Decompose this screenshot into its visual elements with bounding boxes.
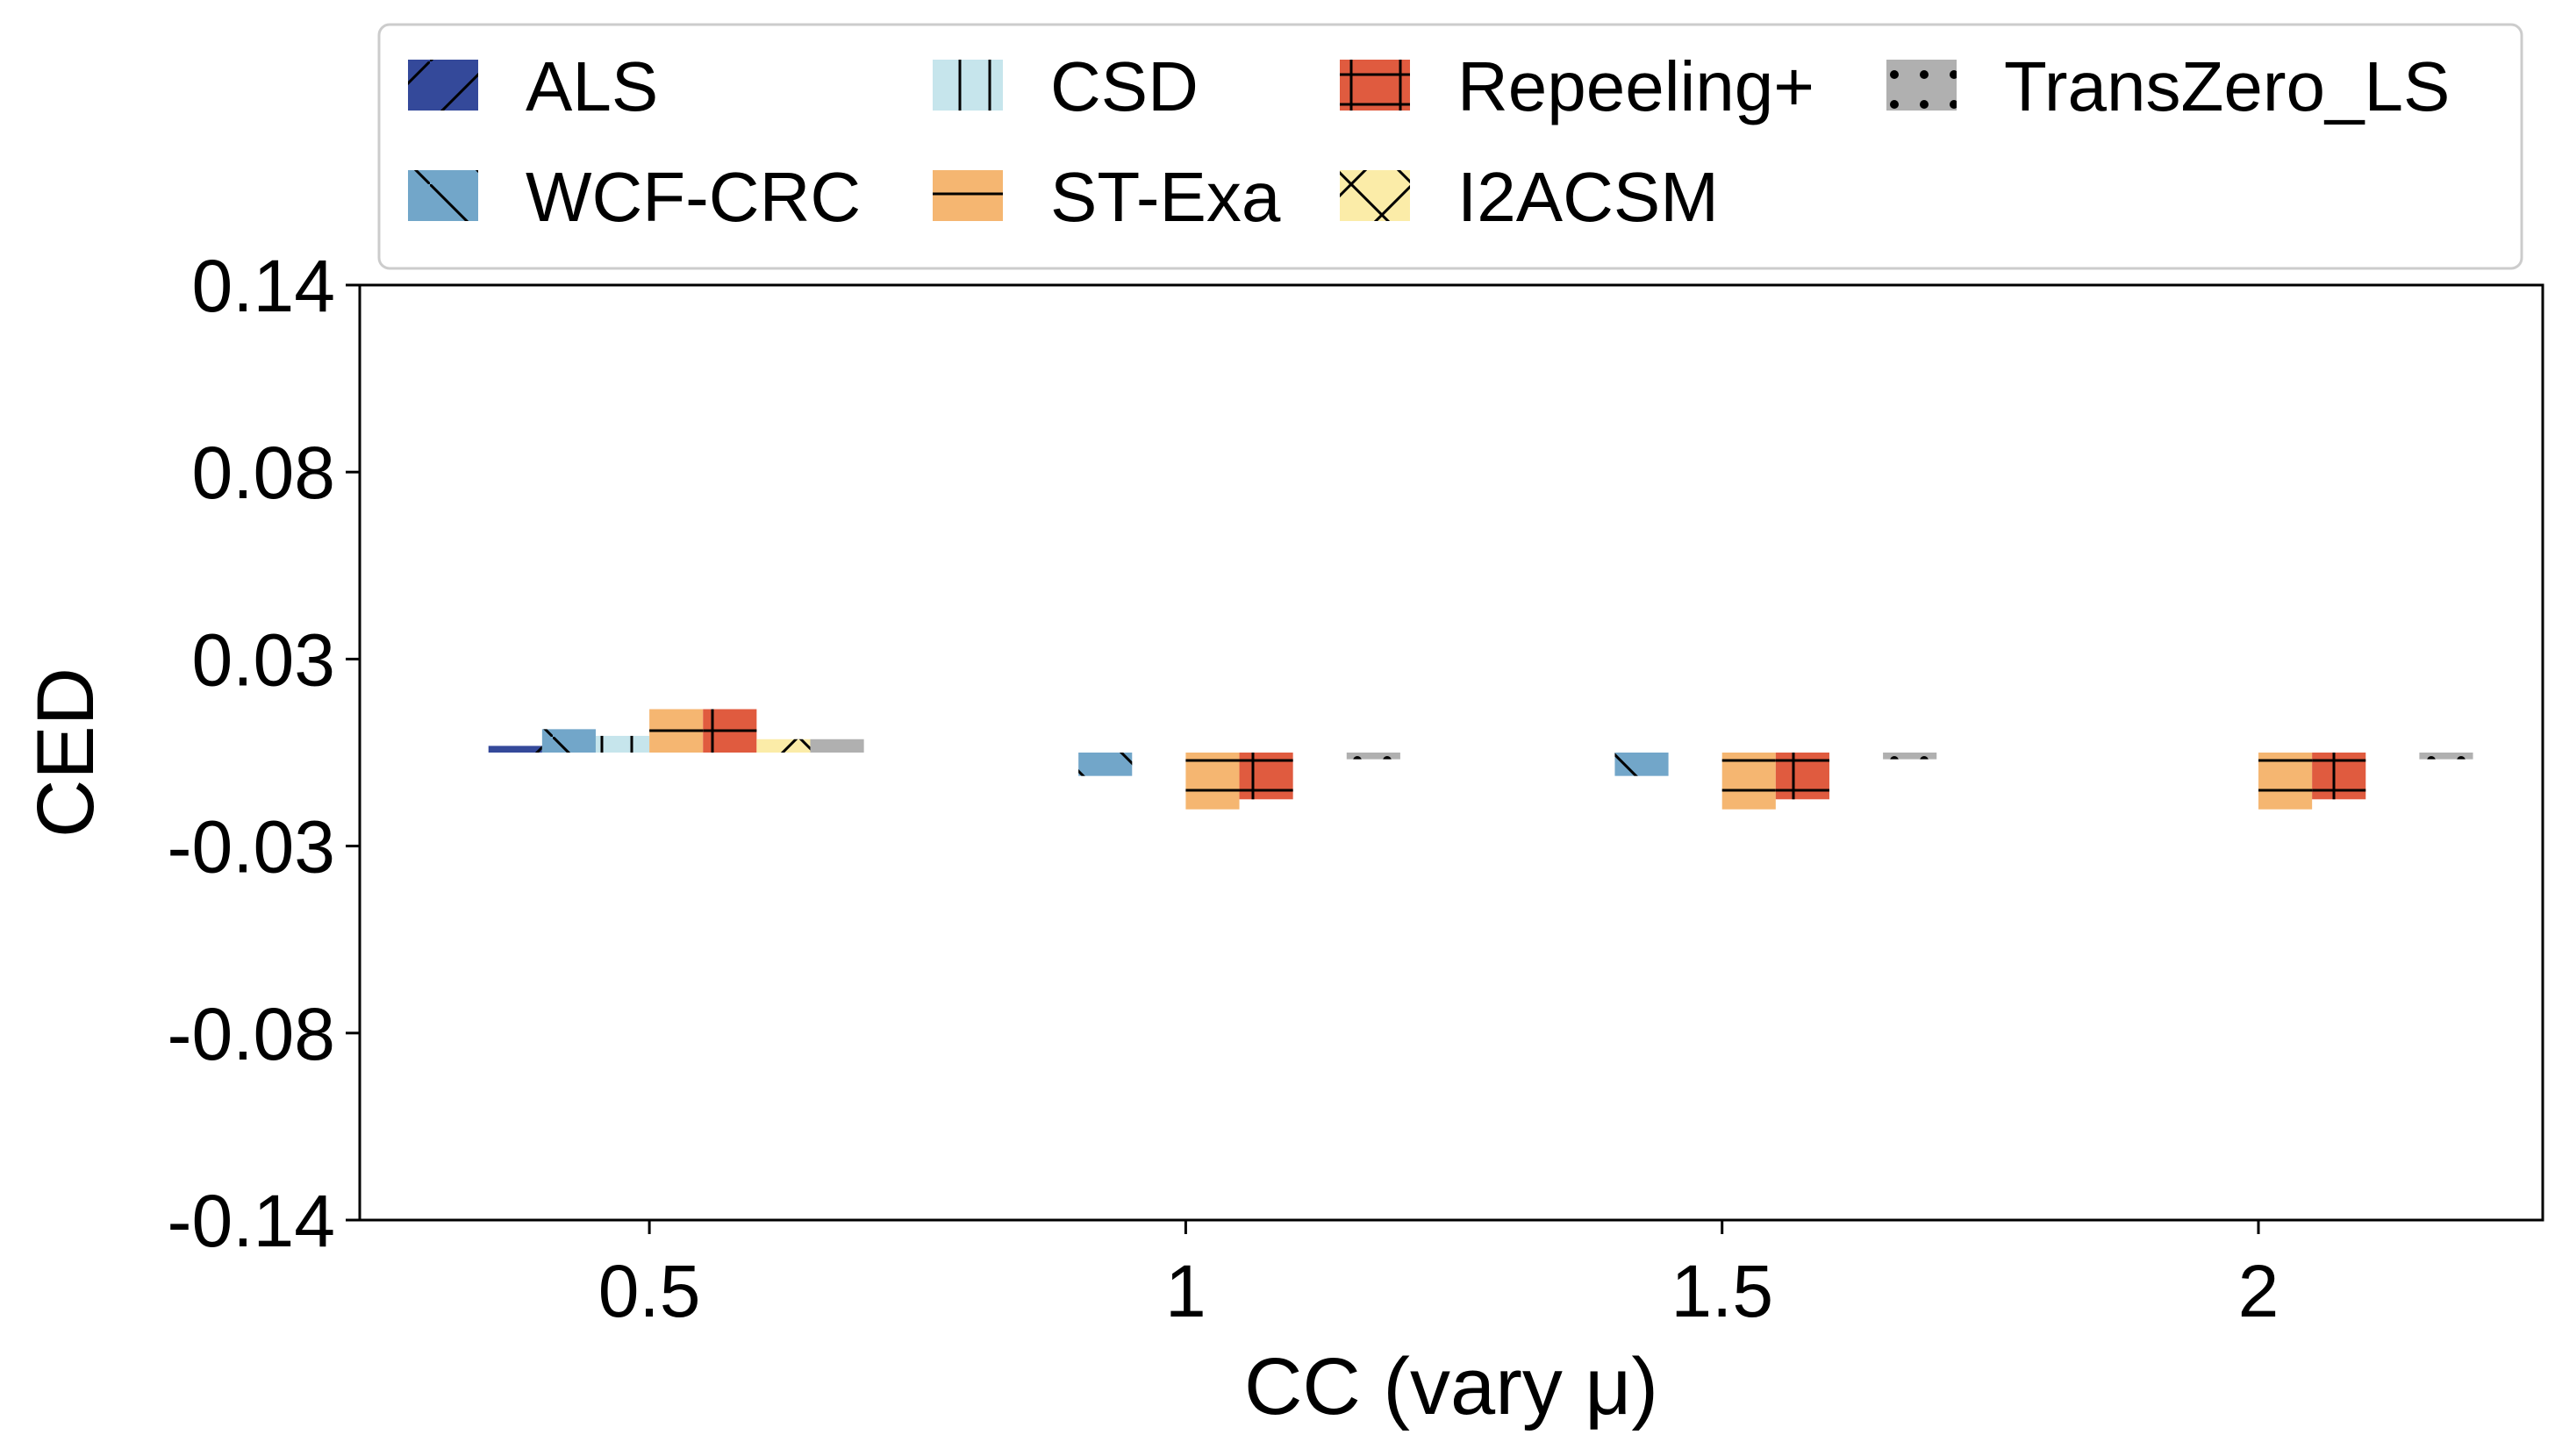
legend-label-csd: CSD: [1050, 47, 1199, 125]
y-tick-label: -0.03: [168, 806, 335, 889]
legend-label-wcf-crc: WCF-CRC: [526, 158, 861, 236]
bar-csd-0-5-hatch: [595, 735, 650, 753]
y-tick-label: 0.03: [192, 618, 336, 701]
legend: ALS WCF-CRC CSD ST-Exa Repeeling+ I2ACSM Trans…: [377, 23, 2523, 270]
legend-label-transzero-ls: TransZero_LS: [2004, 47, 2450, 125]
legend-swatch-hatch-wcf-crc: [408, 170, 478, 221]
legend-swatch-hatch-transzero-ls: [1886, 60, 1957, 111]
x-tick-label: 1: [1165, 1250, 1206, 1332]
bar-repeeling--2-hatch: [2312, 753, 2366, 800]
bar-repeeling--0-5-hatch: [703, 709, 757, 753]
y-axis: 0.14 0.08 0.03 -0.03 -0.08 -0.14: [168, 245, 360, 1262]
x-tick-label: 0.5: [598, 1250, 701, 1332]
y-tick-label: -0.08: [168, 993, 335, 1075]
bar-wcf-crc-1-5-hatch: [1614, 753, 1669, 776]
bar-transzero-ls-1-5-hatch: [1883, 753, 1937, 760]
legend-swatch-hatch-csd: [933, 60, 1003, 111]
y-axis-title: CED: [21, 667, 111, 838]
bar-transzero-ls-0-5-hatch: [810, 739, 864, 753]
bar-st-exa-2-hatch: [2258, 753, 2313, 810]
bar-st-exa-0-5-hatch: [649, 709, 704, 753]
legend-label-als: ALS: [526, 47, 658, 125]
bar-transzero-ls-2-hatch: [2419, 753, 2473, 760]
bars-layer: [488, 709, 2473, 810]
legend-label-i2acsm: I2ACSM: [1457, 158, 1719, 236]
legend-label-repeeling-: Repeeling+: [1457, 47, 1814, 125]
bar-als-0-5-hatch: [488, 746, 542, 753]
plot-frame: [358, 283, 2544, 1222]
bar-repeeling--1-hatch: [1239, 753, 1293, 800]
bar-st-exa-1-hatch: [1185, 753, 1240, 810]
bar-st-exa-1-5-hatch: [1721, 753, 1776, 810]
legend-frame: [377, 23, 2523, 270]
x-tick-label: 2: [2238, 1250, 2279, 1332]
bar-transzero-ls-1-hatch: [1346, 753, 1400, 760]
bar-i2acsm-0-5-hatch: [756, 739, 811, 753]
bar-wcf-crc-0-5-hatch: [541, 729, 596, 753]
bar-repeeling--1-5-hatch: [1775, 753, 1829, 800]
bar-wcf-crc-1-hatch: [1078, 753, 1133, 776]
legend-label-st-exa: ST-Exa: [1050, 158, 1281, 236]
x-axis: 0.5 1 1.5 2: [598, 1220, 2279, 1332]
x-tick-label: 1.5: [1671, 1250, 1773, 1332]
legend-swatch-hatch-als: [408, 60, 478, 111]
x-axis-title: CC (vary μ): [1244, 1342, 1658, 1431]
y-tick-label: 0.14: [192, 245, 336, 327]
legend-swatch-hatch-repeeling-: [1340, 60, 1410, 111]
y-tick-label: -0.14: [168, 1180, 335, 1262]
legend-swatch-hatch-i2acsm: [1340, 170, 1410, 221]
y-tick-label: 0.08: [192, 432, 336, 514]
legend-swatch-hatch-st-exa: [933, 170, 1003, 221]
